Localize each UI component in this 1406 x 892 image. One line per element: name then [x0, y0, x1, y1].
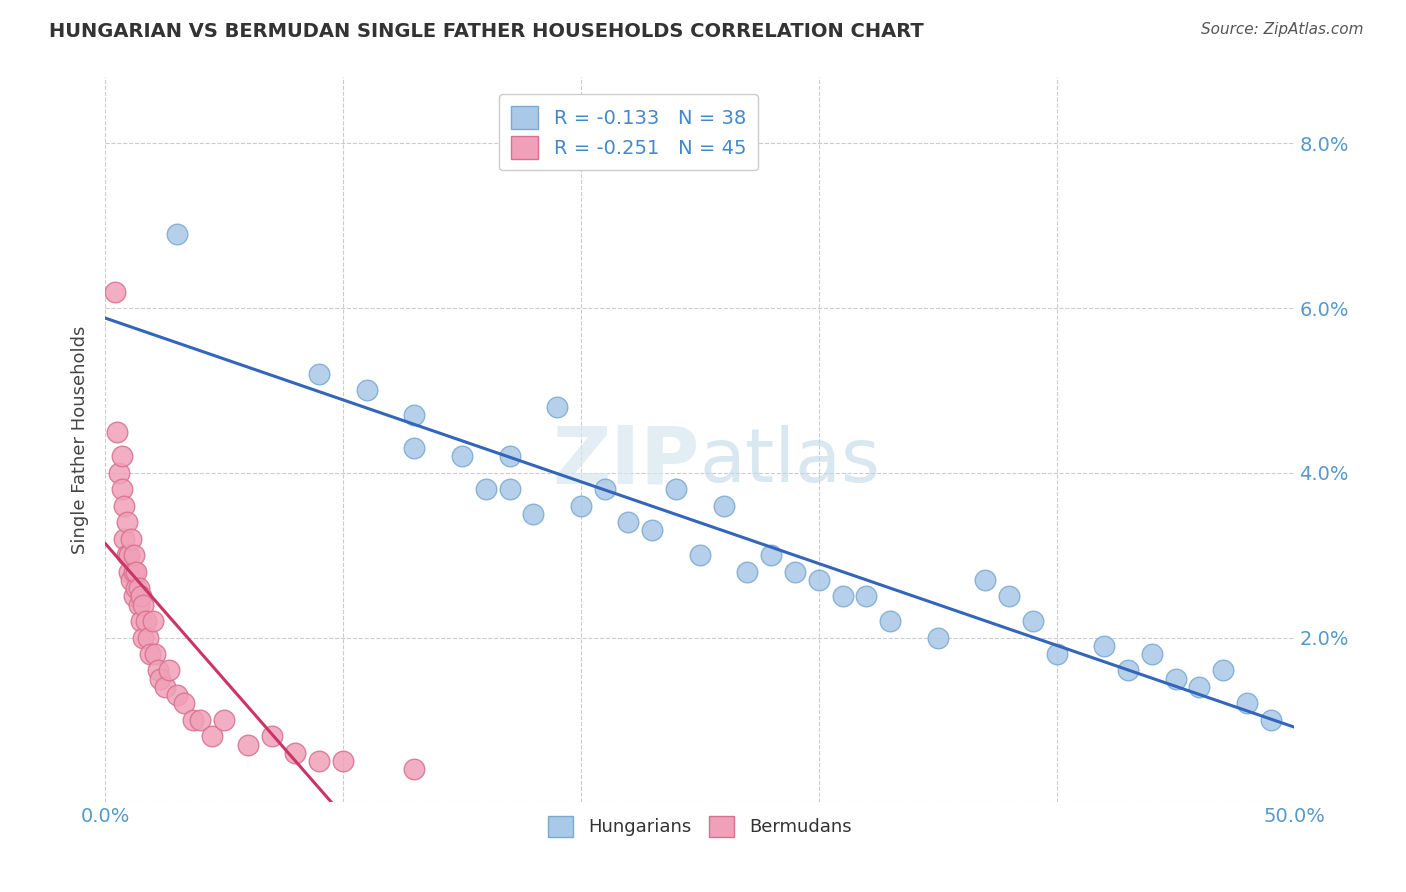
Legend: Hungarians, Bermudans: Hungarians, Bermudans — [541, 809, 859, 844]
Point — [120, 532, 142, 546]
Point — [112, 499, 135, 513]
Point — [1236, 697, 1258, 711]
Point — [188, 713, 211, 727]
Point — [998, 590, 1021, 604]
Point — [132, 631, 155, 645]
Point — [1188, 680, 1211, 694]
Point — [146, 664, 169, 678]
Point — [166, 688, 188, 702]
Text: atlas: atlas — [700, 425, 880, 498]
Point — [115, 548, 138, 562]
Point — [641, 524, 664, 538]
Point — [212, 713, 235, 727]
Point — [404, 408, 426, 422]
Point — [135, 614, 157, 628]
Point — [173, 697, 195, 711]
Point — [108, 466, 131, 480]
Point — [855, 590, 877, 604]
Point — [1092, 639, 1115, 653]
Point — [236, 738, 259, 752]
Point — [118, 565, 141, 579]
Point — [689, 548, 711, 562]
Point — [111, 483, 134, 497]
Point — [974, 573, 997, 587]
Point — [783, 565, 806, 579]
Point — [115, 515, 138, 529]
Point — [149, 672, 172, 686]
Text: Source: ZipAtlas.com: Source: ZipAtlas.com — [1201, 22, 1364, 37]
Point — [1212, 664, 1234, 678]
Point — [136, 631, 159, 645]
Point — [593, 483, 616, 497]
Point — [201, 730, 224, 744]
Point — [927, 631, 949, 645]
Point — [1046, 647, 1069, 661]
Point — [308, 754, 330, 768]
Point — [122, 548, 145, 562]
Point — [308, 367, 330, 381]
Point — [831, 590, 853, 604]
Point — [546, 400, 568, 414]
Point — [807, 573, 830, 587]
Point — [122, 565, 145, 579]
Point — [498, 450, 520, 464]
Point — [1164, 672, 1187, 686]
Point — [879, 614, 901, 628]
Point — [122, 590, 145, 604]
Point — [132, 598, 155, 612]
Point — [1140, 647, 1163, 661]
Point — [1260, 713, 1282, 727]
Point — [181, 713, 204, 727]
Point — [142, 614, 165, 628]
Point — [617, 515, 640, 529]
Point — [1116, 664, 1139, 678]
Point — [104, 285, 127, 299]
Point — [522, 507, 544, 521]
Point — [129, 590, 152, 604]
Point — [125, 565, 148, 579]
Point — [111, 450, 134, 464]
Point — [474, 483, 496, 497]
Point — [139, 647, 162, 661]
Point — [143, 647, 166, 661]
Point — [404, 441, 426, 455]
Point — [125, 581, 148, 595]
Point — [159, 664, 181, 678]
Point — [665, 483, 688, 497]
Point — [404, 762, 426, 776]
Point — [332, 754, 354, 768]
Point — [356, 384, 378, 398]
Text: ZIP: ZIP — [553, 423, 700, 500]
Point — [118, 548, 141, 562]
Point — [260, 730, 283, 744]
Point — [128, 598, 150, 612]
Point — [166, 227, 188, 241]
Point — [112, 532, 135, 546]
Text: HUNGARIAN VS BERMUDAN SINGLE FATHER HOUSEHOLDS CORRELATION CHART: HUNGARIAN VS BERMUDAN SINGLE FATHER HOUS… — [49, 22, 924, 41]
Point — [129, 614, 152, 628]
Point — [128, 581, 150, 595]
Point — [105, 425, 128, 439]
Point — [498, 483, 520, 497]
Point — [153, 680, 176, 694]
Point — [284, 746, 307, 760]
Point — [713, 499, 735, 513]
Point — [120, 573, 142, 587]
Y-axis label: Single Father Households: Single Father Households — [72, 326, 89, 554]
Point — [569, 499, 592, 513]
Point — [1022, 614, 1045, 628]
Point — [759, 548, 782, 562]
Point — [451, 450, 474, 464]
Point — [737, 565, 759, 579]
